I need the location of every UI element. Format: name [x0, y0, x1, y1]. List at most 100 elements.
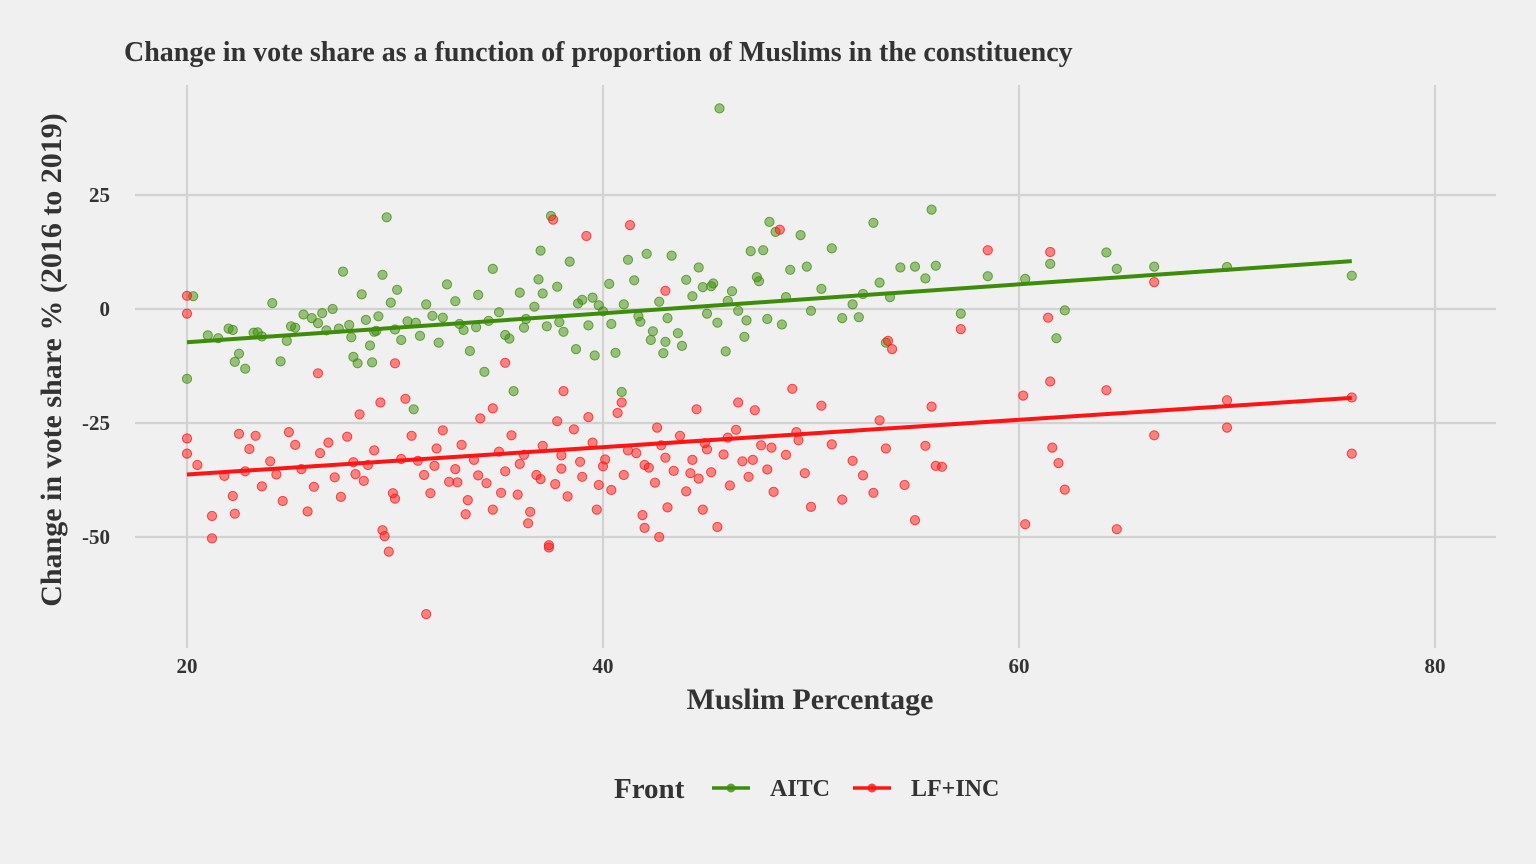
data-point-aitc	[367, 357, 378, 368]
data-point-aitc	[874, 277, 885, 288]
data-point-lf-inc	[181, 290, 193, 301]
data-point-aitc	[1149, 261, 1160, 272]
data-point-aitc	[629, 275, 640, 286]
x-tick-label: 20	[177, 654, 198, 678]
data-point-lf-inc	[847, 455, 858, 466]
data-point-lf-inc	[766, 442, 777, 453]
data-point-lf-inc	[354, 409, 365, 420]
data-point-lf-inc	[556, 450, 567, 461]
data-point-lf-inc	[637, 509, 648, 521]
data-point-aitc	[606, 318, 617, 330]
data-point-lf-inc	[882, 335, 894, 346]
data-point-lf-inc	[315, 448, 326, 459]
data-point-lf-inc	[512, 489, 523, 500]
data-point-lf-inc	[475, 413, 486, 424]
data-point-aitc	[337, 266, 349, 277]
data-point-lf-inc	[389, 358, 401, 369]
data-point-aitc	[227, 324, 238, 336]
data-point-lf-inc	[706, 467, 717, 478]
data-point-aitc	[712, 317, 723, 328]
data-point-lf-inc	[556, 463, 567, 474]
x-axis-title: Muslim Percentage	[687, 683, 934, 716]
data-point-aitc	[753, 276, 765, 287]
data-point-lf-inc	[718, 449, 729, 460]
data-point-aitc	[604, 278, 615, 289]
data-point-aitc	[741, 315, 752, 326]
data-point-lf-inc	[244, 443, 255, 455]
data-point-lf-inc	[737, 456, 748, 467]
data-point-lf-inc	[724, 480, 736, 491]
data-point-lf-inc	[277, 495, 288, 507]
data-point-lf-inc	[323, 437, 334, 448]
data-point-lf-inc	[887, 344, 898, 355]
x-tick-label: 60	[1009, 654, 1030, 678]
data-point-lf-inc	[780, 449, 792, 460]
data-point-aitc	[762, 313, 773, 325]
data-point-aitc	[552, 281, 563, 292]
data-point-aitc	[493, 307, 505, 318]
data-point-lf-inc	[581, 230, 592, 242]
y-axis-title: Change in vote share % (2016 to 2019)	[35, 113, 68, 607]
data-point-lf-inc	[437, 425, 448, 436]
data-point-aitc	[504, 333, 515, 344]
data-point-aitc	[346, 332, 357, 343]
data-point-lf-inc	[920, 440, 931, 451]
data-point-lf-inc	[192, 459, 203, 471]
data-point-aitc	[558, 326, 569, 337]
data-point-lf-inc	[377, 525, 388, 536]
data-point-lf-inc	[649, 477, 661, 488]
data-point-lf-inc	[660, 452, 671, 463]
data-point-lf-inc	[375, 397, 386, 408]
data-point-aitc	[693, 262, 704, 273]
data-point-aitc	[745, 246, 756, 257]
data-point-lf-inc	[816, 400, 827, 411]
legend-marker-lf-inc	[867, 783, 877, 793]
data-point-aitc	[587, 292, 598, 303]
data-point-lf-inc	[733, 397, 744, 408]
data-point-aitc	[593, 300, 604, 311]
data-point-lf-inc	[936, 461, 948, 472]
data-point-lf-inc	[181, 433, 193, 444]
data-point-aitc	[275, 356, 286, 367]
data-point-lf-inc	[358, 475, 369, 486]
data-point-lf-inc	[283, 427, 294, 438]
data-point-aitc	[267, 298, 278, 309]
data-point-lf-inc	[685, 468, 696, 479]
data-point-lf-inc	[712, 521, 723, 533]
data-point-lf-inc	[681, 486, 692, 497]
data-point-aitc	[514, 287, 525, 298]
data-point-aitc	[733, 305, 744, 316]
x-tick-label: 80	[1425, 654, 1446, 678]
data-point-lf-inc	[691, 404, 702, 415]
data-point-aitc	[618, 299, 629, 310]
data-point-aitc	[392, 284, 403, 295]
data-point-aitc	[1101, 247, 1112, 258]
data-point-aitc	[837, 313, 848, 324]
data-point-aitc	[1045, 258, 1056, 269]
data-point-lf-inc	[606, 484, 617, 496]
data-point-lf-inc	[500, 466, 511, 477]
data-point-aitc	[589, 350, 600, 361]
data-point-lf-inc	[335, 491, 346, 502]
data-point-aitc	[720, 346, 731, 357]
data-point-lf-inc	[206, 533, 218, 544]
data-point-aitc	[554, 317, 565, 328]
data-point-lf-inc	[342, 431, 353, 442]
data-point-lf-inc	[874, 415, 885, 426]
data-point-lf-inc	[618, 469, 629, 481]
data-point-lf-inc	[290, 439, 301, 450]
legend-title: Front	[614, 773, 685, 805]
data-point-aitc	[758, 245, 769, 256]
data-point-aitc	[240, 363, 251, 374]
data-point-lf-inc	[674, 430, 686, 441]
data-point-aitc	[726, 286, 738, 297]
data-point-lf-inc	[577, 471, 588, 482]
data-point-aitc	[1059, 305, 1070, 316]
data-point-lf-inc	[654, 531, 665, 543]
data-point-lf-inc	[1346, 448, 1357, 459]
data-point-aitc	[658, 348, 669, 359]
legend: Front AITC LF+INC	[614, 773, 999, 805]
data-point-aitc	[518, 322, 530, 333]
legend-label-aitc: AITC	[770, 776, 830, 802]
data-point-aitc	[764, 216, 775, 227]
